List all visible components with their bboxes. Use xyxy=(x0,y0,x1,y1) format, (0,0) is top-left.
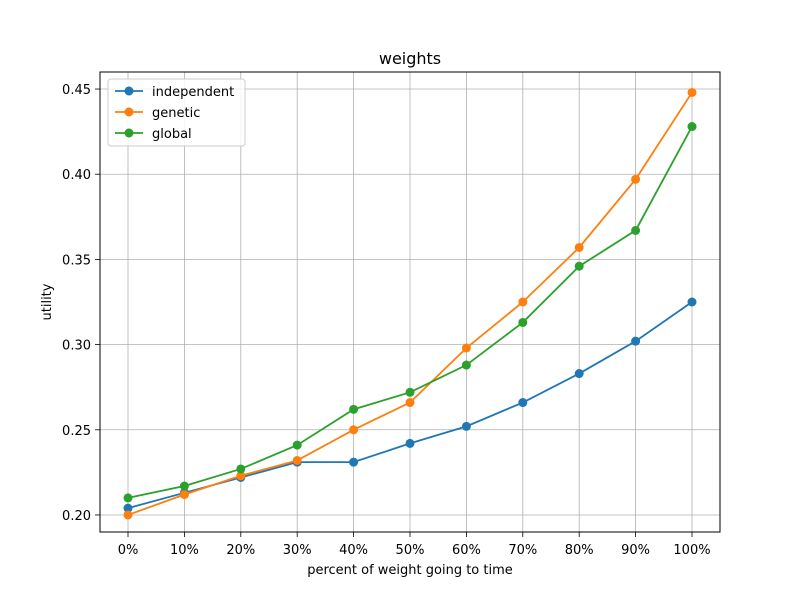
data-point-global xyxy=(574,261,584,271)
legend-swatch-marker xyxy=(124,107,134,117)
data-point-genetic xyxy=(292,455,302,465)
data-point-independent xyxy=(461,421,471,431)
data-point-global xyxy=(461,360,471,370)
data-point-independent xyxy=(631,336,641,346)
y-axis-label: utility xyxy=(40,283,55,320)
data-point-genetic xyxy=(518,297,528,307)
chart-title: weights xyxy=(379,49,441,68)
data-point-genetic xyxy=(405,398,415,408)
y-tick-label: 0.20 xyxy=(62,509,91,524)
legend-box xyxy=(107,78,246,147)
series-layer xyxy=(123,87,697,520)
data-point-independent xyxy=(405,438,415,448)
x-tick-label: 60% xyxy=(452,543,481,558)
x-tick-label: 80% xyxy=(565,543,594,558)
data-point-global xyxy=(123,493,133,503)
legend-item-global: global xyxy=(115,127,192,142)
data-point-global xyxy=(687,122,697,132)
x-tick-label: 40% xyxy=(339,543,368,558)
legend-swatch-marker xyxy=(124,86,134,96)
data-point-genetic xyxy=(179,490,189,500)
legend-item-genetic: genetic xyxy=(115,106,200,121)
data-point-global xyxy=(179,481,189,491)
series-genetic xyxy=(123,87,697,520)
data-point-global xyxy=(349,404,359,414)
data-point-independent xyxy=(349,457,359,467)
data-point-independent xyxy=(518,398,528,408)
data-point-independent xyxy=(123,503,133,513)
data-point-genetic xyxy=(349,425,359,435)
legend-label: genetic xyxy=(152,106,200,121)
x-tick-label: 10% xyxy=(170,543,199,558)
y-tick-label: 0.30 xyxy=(62,339,91,354)
x-tick-label: 20% xyxy=(226,543,255,558)
legend-swatch-marker xyxy=(124,128,134,138)
y-tick-label: 0.35 xyxy=(62,253,91,268)
data-point-global xyxy=(405,387,415,397)
data-point-independent xyxy=(574,369,584,379)
y-axis: 0.20 0.25 0.30 0.35 0.40 0.45 xyxy=(62,83,100,524)
data-point-global xyxy=(292,440,302,450)
data-point-global xyxy=(631,225,641,235)
legend-item-independent: independent xyxy=(115,85,234,100)
data-point-global xyxy=(518,317,528,327)
data-point-genetic xyxy=(123,510,133,520)
series-global xyxy=(123,122,697,503)
x-tick-label: 90% xyxy=(621,543,650,558)
legend-label: independent xyxy=(152,85,234,100)
data-point-genetic xyxy=(236,471,246,481)
legend-label: global xyxy=(152,127,192,142)
x-tick-label: 30% xyxy=(283,543,312,558)
data-point-genetic xyxy=(687,87,697,97)
data-point-independent xyxy=(687,297,697,307)
y-tick-label: 0.45 xyxy=(62,83,91,98)
x-tick-label: 100% xyxy=(673,543,710,558)
data-point-genetic xyxy=(574,242,584,252)
x-tick-label: 0% xyxy=(118,543,139,558)
data-point-genetic xyxy=(461,343,471,353)
x-axis: 0% 10% 20% 30% 40% 50% 60% 70% 80% 90% 100% xyxy=(118,532,711,558)
y-tick-label: 0.25 xyxy=(62,424,91,439)
data-point-global xyxy=(236,464,246,474)
y-tick-label: 0.40 xyxy=(62,168,91,183)
x-axis-label: percent of weight going to time xyxy=(307,563,513,578)
legend: independent genetic global xyxy=(107,78,246,147)
x-tick-label: 50% xyxy=(396,543,425,558)
x-tick-label: 70% xyxy=(508,543,537,558)
data-point-genetic xyxy=(631,174,641,184)
